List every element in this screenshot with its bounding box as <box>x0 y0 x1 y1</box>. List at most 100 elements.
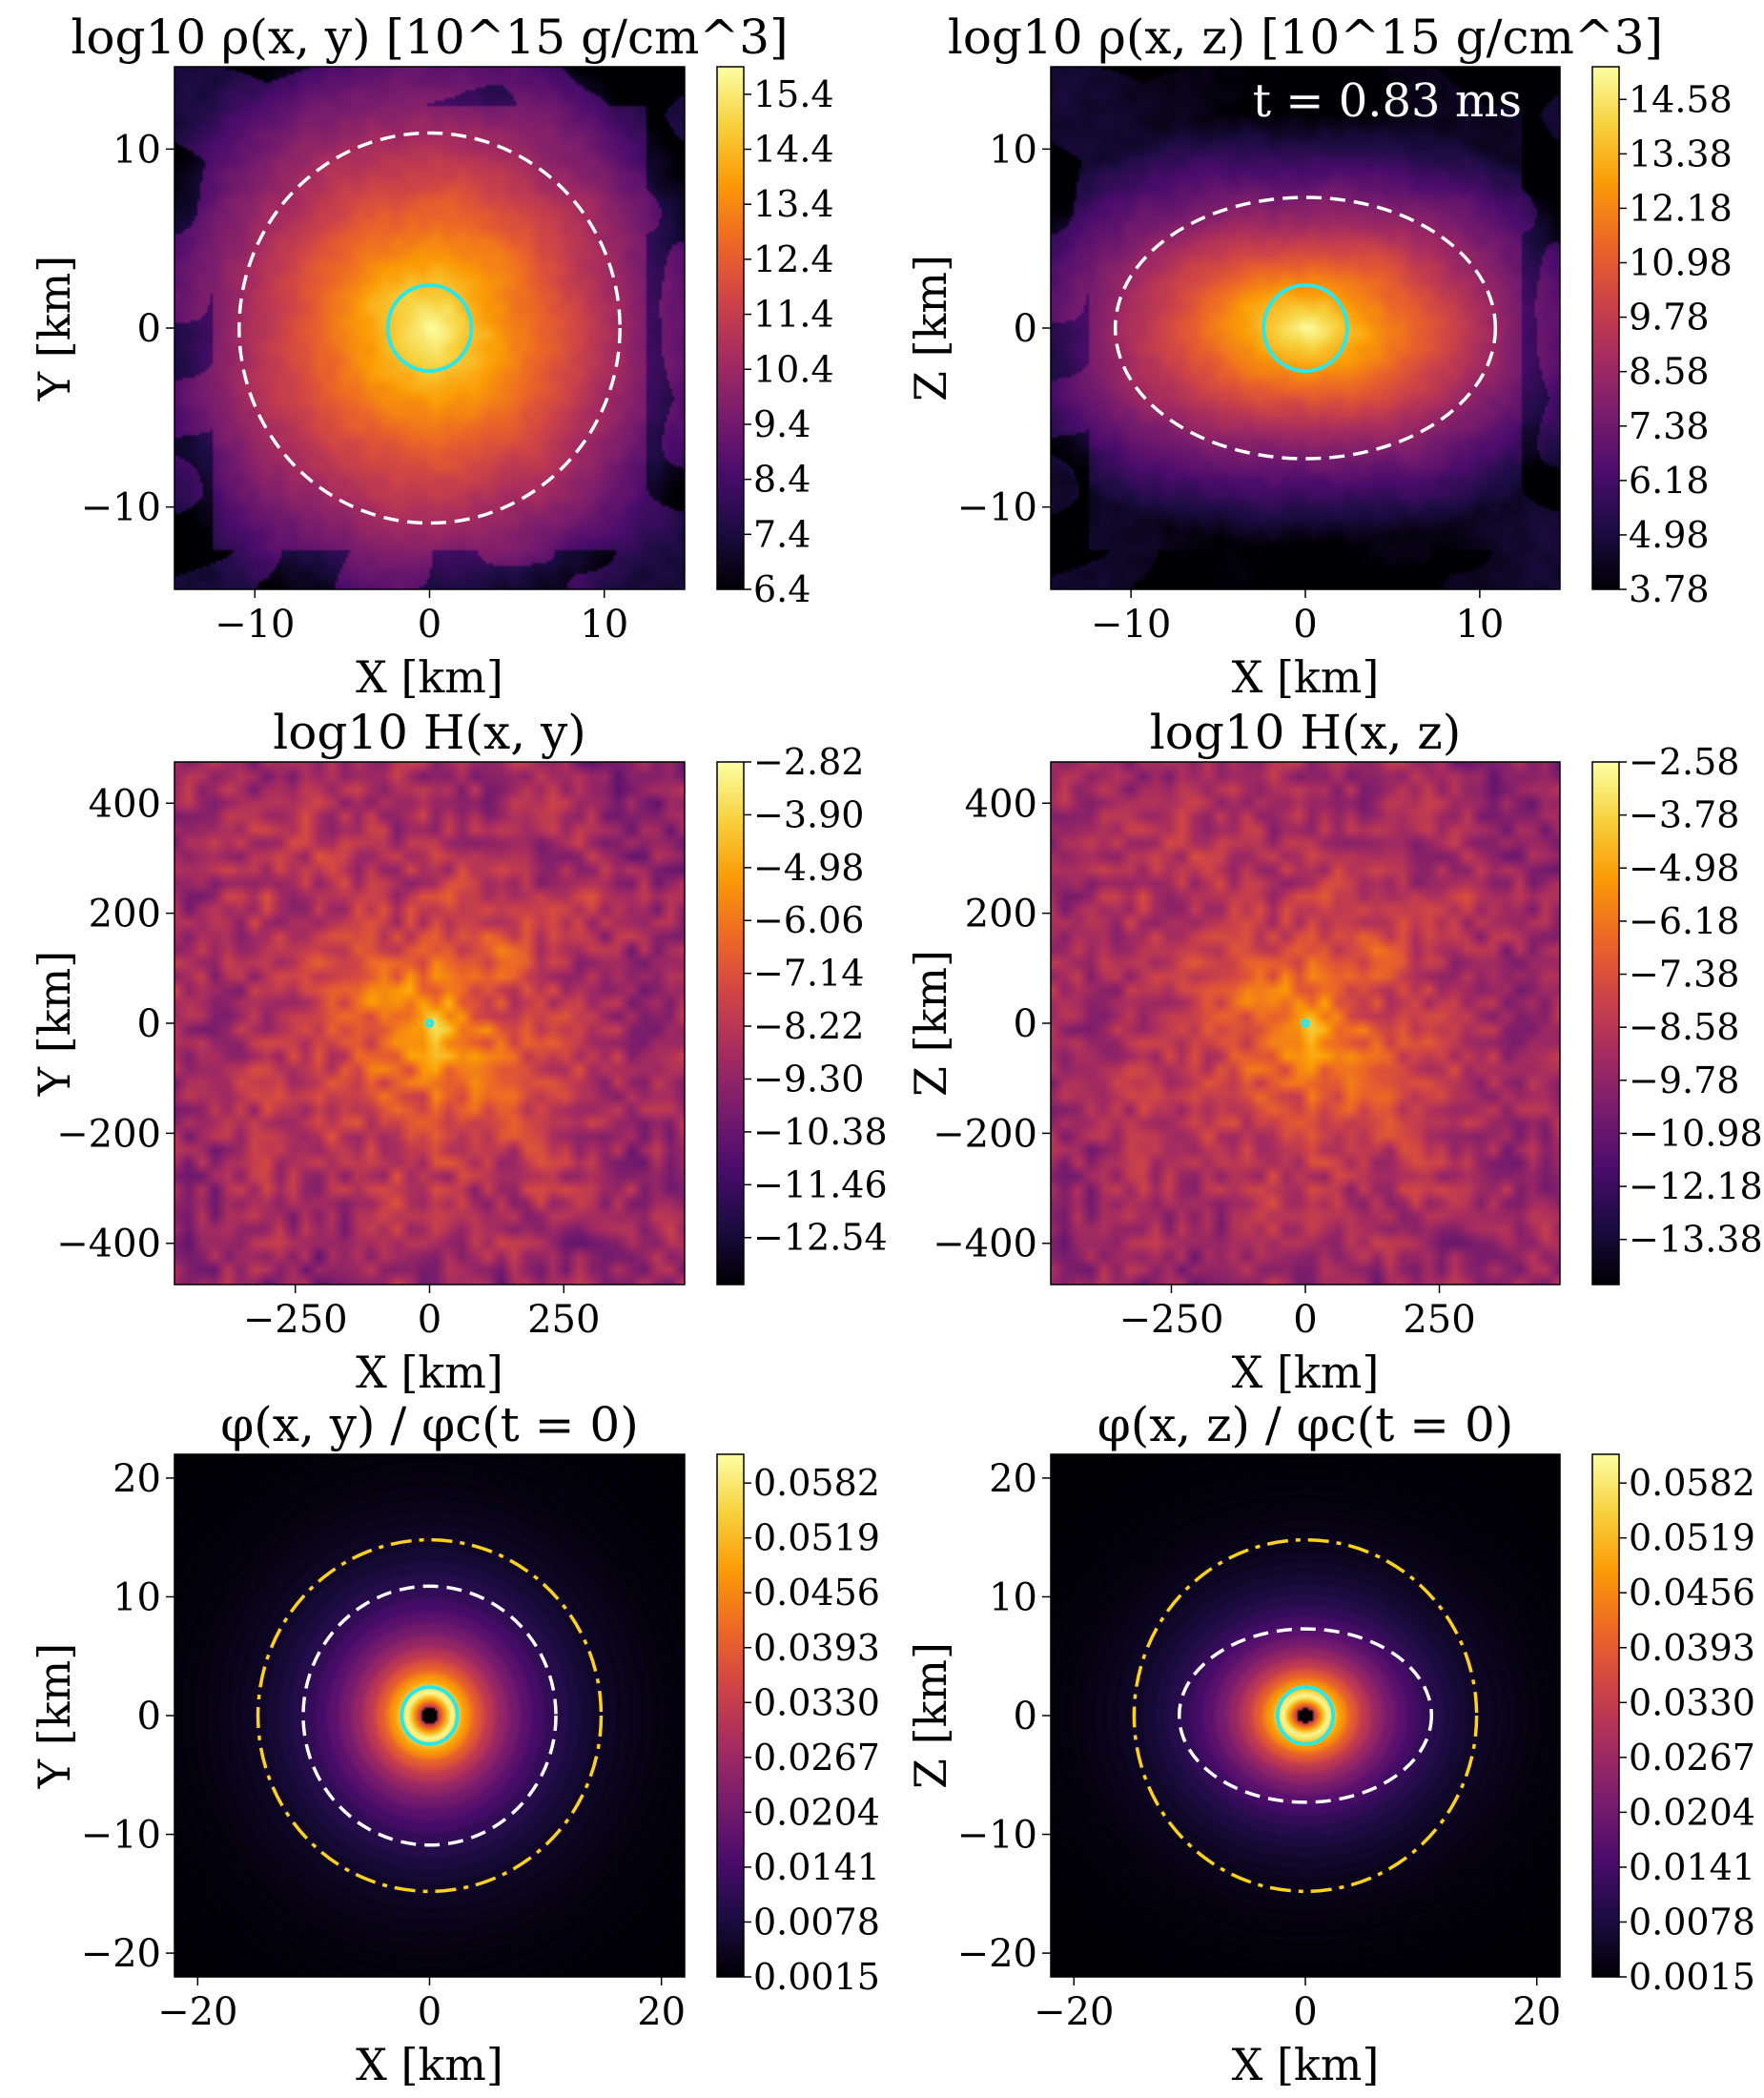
x-tick-label: 0 <box>1293 1990 1317 2034</box>
colorbar <box>1591 1453 1620 1978</box>
contour-cyan-solid <box>1275 1685 1336 1746</box>
colorbar-tick-label: −2.82 <box>753 741 864 783</box>
colorbar-tick-label: 7.4 <box>753 513 810 555</box>
colorbar <box>1591 761 1620 1286</box>
y-tick-label: 10 <box>989 128 1037 172</box>
colorbar-tick-label: −11.46 <box>753 1163 888 1205</box>
colorbar-tick-label: 0.0267 <box>1629 1737 1755 1779</box>
time-annotation: t = 0.83 ms <box>1253 74 1522 128</box>
colorbar-tick-label: 0.0015 <box>1629 1956 1755 1998</box>
y-tick-label: −200 <box>933 1112 1037 1156</box>
colorbar-tick-label: −6.06 <box>753 899 864 941</box>
colorbar-tick-label: 10.4 <box>753 348 834 390</box>
colorbar-tick-label: −4.98 <box>753 847 864 889</box>
colorbar-tick-label: 0.0582 <box>1629 1462 1755 1504</box>
panel-1: −10 0 10 −10 0 10 log10 ρ(x, y) [10^15 g/cm^3]… <box>29 10 834 703</box>
x-tick-label: 0 <box>418 1990 441 2034</box>
colorbar-tick-label: −10.38 <box>753 1111 888 1153</box>
y-tick-label: 0 <box>1014 1695 1037 1738</box>
y-tick-label: 10 <box>113 128 161 172</box>
x-tick-label: −10 <box>1091 603 1171 647</box>
x-tick-label: 10 <box>580 603 628 647</box>
x-tick-label: 250 <box>527 1298 600 1342</box>
colorbar-tick-label: 9.4 <box>753 403 810 445</box>
panel-6: −20 0 20 −20 −10 0 10 20 φ(x, z) / φc(t = 0) X [k… <box>905 1397 1755 2090</box>
x-tick-label: −20 <box>157 1990 237 2034</box>
colorbar <box>716 1453 745 1978</box>
colorbar-tick-label: 0.0456 <box>1629 1572 1755 1614</box>
colorbar-tick-label: −8.58 <box>1629 1006 1739 1048</box>
colorbar-tick-label: 8.58 <box>1629 351 1710 393</box>
colorbar-tick-label: 0.0519 <box>753 1517 880 1559</box>
panel-title: φ(x, z) / φc(t = 0) <box>1097 1397 1514 1452</box>
colorbar-tick-label: −3.90 <box>753 793 864 835</box>
colorbar <box>716 66 745 590</box>
colorbar-tick-label: 0.0078 <box>1629 1901 1755 1943</box>
colorbar <box>1591 66 1620 590</box>
y-axis-label: Z [km] <box>905 950 956 1097</box>
x-tick-label: 0 <box>1293 1298 1317 1342</box>
y-tick-label: 200 <box>89 893 161 936</box>
x-tick-label: 0 <box>1293 603 1317 647</box>
y-axis-label: Y [km] <box>29 951 80 1097</box>
contour-cyan-solid <box>1301 1018 1310 1028</box>
y-tick-label: 10 <box>989 1575 1037 1619</box>
y-tick-label: 0 <box>137 307 161 351</box>
x-tick-label: 0 <box>418 603 441 647</box>
colorbar-tick-label: −2.58 <box>1629 741 1739 783</box>
x-tick-label: −20 <box>1034 1990 1114 2034</box>
x-axis-label: X [km] <box>1232 651 1380 703</box>
contour-white-dashed <box>1113 195 1498 461</box>
y-tick-label: −200 <box>56 1112 161 1156</box>
x-tick-label: 20 <box>637 1990 686 2034</box>
contour-white-dashed <box>237 131 622 525</box>
y-tick-label: 0 <box>1014 307 1037 351</box>
heatmap-image <box>174 67 685 589</box>
y-tick-label: 10 <box>113 1575 161 1619</box>
x-axis-label: X [km] <box>1232 2039 1380 2090</box>
panel-3: −250 0 250 −400 −200 0 200 400 log10 H(x, y) X [k… <box>29 705 888 1398</box>
colorbar-tick-label: 7.38 <box>1629 405 1710 447</box>
colorbar-tick-label: −7.38 <box>1629 954 1739 996</box>
y-tick-label: −10 <box>957 486 1037 530</box>
panel-2: −10 0 10 −10 0 10 log10 ρ(x, z) [10^15 g/cm^3]… <box>905 10 1733 703</box>
colorbar-tick-label: 0.0393 <box>753 1627 880 1669</box>
x-tick-label: 20 <box>1512 1990 1561 2034</box>
colorbar-tick-label: 0.0015 <box>753 1956 880 1998</box>
heatmap-image <box>174 1454 685 1977</box>
x-axis-label: X [km] <box>1232 1347 1380 1398</box>
heatmap-image <box>174 762 685 1285</box>
colorbar-tick-label: −12.54 <box>753 1217 888 1259</box>
colorbar-tick-label: 0.0330 <box>753 1681 880 1723</box>
colorbar-tick-label: 9.78 <box>1629 297 1710 339</box>
y-tick-label: −20 <box>957 1932 1037 1976</box>
colorbar-tick-label: 0.0141 <box>1629 1846 1755 1888</box>
colorbar-tick-label: 14.4 <box>753 129 834 171</box>
x-axis-label: X [km] <box>356 2039 503 2090</box>
colorbar-tick-label: 10.98 <box>1629 242 1733 284</box>
x-axis-label: X [km] <box>356 651 503 703</box>
colorbar-tick-label: −4.98 <box>1629 847 1739 889</box>
colorbar-tick-label: 0.0519 <box>1629 1517 1755 1559</box>
contour-white-dashed <box>1177 1627 1434 1804</box>
colorbar-tick-label: 6.4 <box>753 568 810 610</box>
colorbar-tick-label: −10.98 <box>1629 1112 1763 1154</box>
y-tick-label: 400 <box>89 782 161 826</box>
colorbar-tick-label: 0.0267 <box>753 1737 880 1779</box>
y-axis-label: Y [km] <box>29 256 80 401</box>
colorbar-tick-label: −6.18 <box>1629 900 1739 942</box>
y-tick-label: −400 <box>56 1223 161 1266</box>
contour-cyan-solid <box>424 1018 435 1028</box>
y-tick-label: 400 <box>965 782 1037 826</box>
colorbar-tick-label: 12.18 <box>1629 187 1733 229</box>
contour-gold-dashdot <box>256 1537 604 1894</box>
y-tick-label: −10 <box>81 1814 161 1858</box>
colorbar-tick-label: 0.0204 <box>753 1791 880 1833</box>
colorbar-tick-label: 0.0078 <box>753 1901 880 1943</box>
colorbar-tick-label: 8.4 <box>753 459 810 501</box>
panel-title: log10 H(x, z) <box>1150 705 1462 760</box>
colorbar-tick-label: 11.4 <box>753 294 834 336</box>
y-axis-label: Z [km] <box>905 255 956 401</box>
colorbar-tick-label: 0.0582 <box>753 1462 880 1504</box>
